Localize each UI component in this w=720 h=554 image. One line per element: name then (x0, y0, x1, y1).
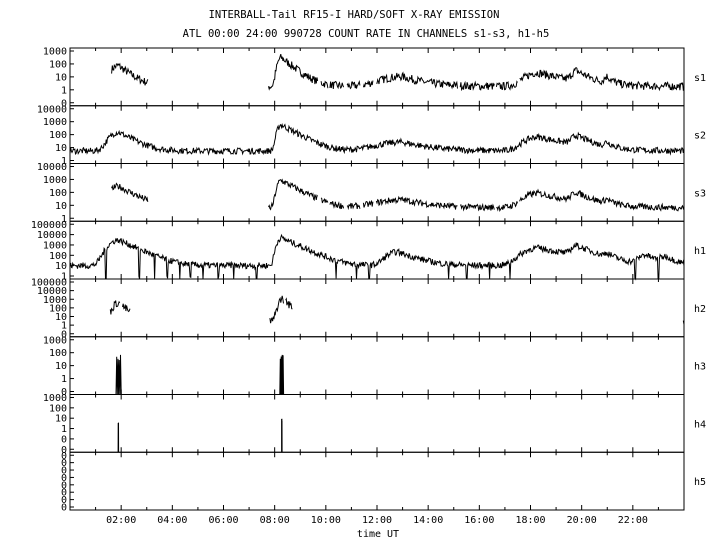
panel-frame-s2 (69, 105, 685, 164)
y-tick-label-h2: 1 (61, 321, 67, 332)
y-tick-label-s3: 100 (49, 188, 67, 199)
y-tick-label-h3: 1000 (43, 335, 67, 346)
x-tick-label: 08:00 (260, 515, 290, 526)
chart-title: INTERBALL-Tail RF15-I HARD/SOFT X-RAY EM… (209, 9, 500, 21)
x-tick-label: 20:00 (567, 515, 597, 526)
y-tick-label-s1: 100 (49, 59, 67, 70)
y-tick-label-s3: 1000 (43, 175, 67, 186)
y-tick-label-h1: 100 (49, 251, 67, 262)
channel-label-h4: h4 (694, 419, 706, 430)
y-tick-label-h3: 1 (61, 374, 67, 385)
x-tick-label: 02:00 (106, 515, 136, 526)
y-tick-label-h1: 1000 (43, 240, 67, 251)
y-tick-label-s2: 10 (55, 143, 67, 154)
y-tick-label-h4: 0 (61, 445, 67, 456)
x-tick-label: 18:00 (515, 515, 545, 526)
y-tick-label-s1: 1000 (43, 47, 67, 58)
y-tick-label-h5: 0 (61, 466, 67, 477)
x-tick-label: 16:00 (464, 515, 494, 526)
channel-label-h2: h2 (694, 304, 706, 315)
y-tick-label-h1: 10 (55, 261, 67, 272)
series-line-h1 (69, 233, 685, 281)
x-tick-label: 12:00 (362, 515, 392, 526)
y-tick-label-h2: 10000 (37, 286, 67, 297)
channel-label-s1: s1 (694, 73, 706, 84)
y-tick-label-s2: 10000 (37, 104, 67, 115)
channel-label-h3: h3 (694, 362, 706, 373)
y-tick-label-h5: 0 (61, 480, 67, 491)
x-tick-label: 10:00 (311, 515, 341, 526)
y-tick-label-s3: 10 (55, 201, 67, 212)
channel-label-s3: s3 (694, 188, 706, 199)
y-tick-label-h5: 0 (61, 495, 67, 506)
y-tick-label-h1: 10000 (37, 230, 67, 241)
panel-frame-h2 (69, 278, 685, 338)
x-tick-label: 14:00 (413, 515, 443, 526)
y-tick-label-h3: 10 (55, 361, 67, 372)
x-tick-label: 22:00 (618, 515, 648, 526)
x-tick-label: 04:00 (157, 515, 187, 526)
y-tick-label-h3: 0 (61, 387, 67, 398)
chart-subtitle: ATL 00:00 24:00 990728 COUNT RATE IN CHA… (183, 28, 550, 40)
y-tick-label-h4: 0 (61, 434, 67, 445)
y-tick-label-h2: 100000 (31, 278, 67, 289)
series-line-s2 (69, 123, 685, 156)
y-tick-label-h1: 100000 (31, 220, 67, 231)
y-tick-label-h2: 100 (49, 303, 67, 314)
series-line-s1 (111, 53, 685, 92)
y-tick-label-h3: 100 (49, 348, 67, 359)
y-tick-label-s2: 100 (49, 130, 67, 141)
series-line-s3 (111, 178, 685, 212)
y-tick-label-s3: 10000 (37, 162, 67, 173)
series-line-h3 (115, 354, 285, 395)
y-tick-label-h4: 1000 (43, 393, 67, 404)
y-tick-label-h5: 0 (61, 503, 67, 514)
y-tick-label-h5: 0 (61, 473, 67, 484)
panel-frame-s3 (69, 163, 685, 222)
channel-label-s2: s2 (694, 131, 706, 142)
y-tick-label-h2: 0 (61, 329, 67, 340)
y-tick-label-h1: 1 (61, 272, 67, 283)
x-tick-label: 06:00 (208, 515, 238, 526)
panel-frame-h3 (69, 336, 685, 395)
panel-frame-h5 (69, 451, 685, 511)
y-tick-label-s1: 0 (61, 98, 67, 109)
y-tick-label-s3: 1 (61, 214, 67, 225)
series-line-h4 (117, 418, 283, 453)
y-tick-label-h4: 1 (61, 424, 67, 435)
y-tick-label-s1: 1 (61, 85, 67, 96)
panel-frame-h4 (69, 394, 685, 453)
y-tick-label-h2: 1000 (43, 295, 67, 306)
y-tick-label-h2: 10 (55, 312, 67, 323)
y-tick-label-s2: 1 (61, 156, 67, 167)
series-line-h2 (109, 295, 685, 325)
y-tick-label-h4: 100 (49, 403, 67, 414)
y-tick-label-s2: 1000 (43, 117, 67, 128)
y-tick-label-s1: 10 (55, 72, 67, 83)
y-tick-label-h5: 0 (61, 451, 67, 462)
channel-label-h5: h5 (694, 477, 706, 488)
panel-frame-h1 (69, 220, 685, 280)
y-tick-label-h5: 0 (61, 488, 67, 499)
x-axis-label: time UT (357, 529, 399, 540)
y-tick-label-h4: 10 (55, 414, 67, 425)
channel-label-h1: h1 (694, 246, 706, 257)
y-tick-label-h5: 0 (61, 458, 67, 469)
